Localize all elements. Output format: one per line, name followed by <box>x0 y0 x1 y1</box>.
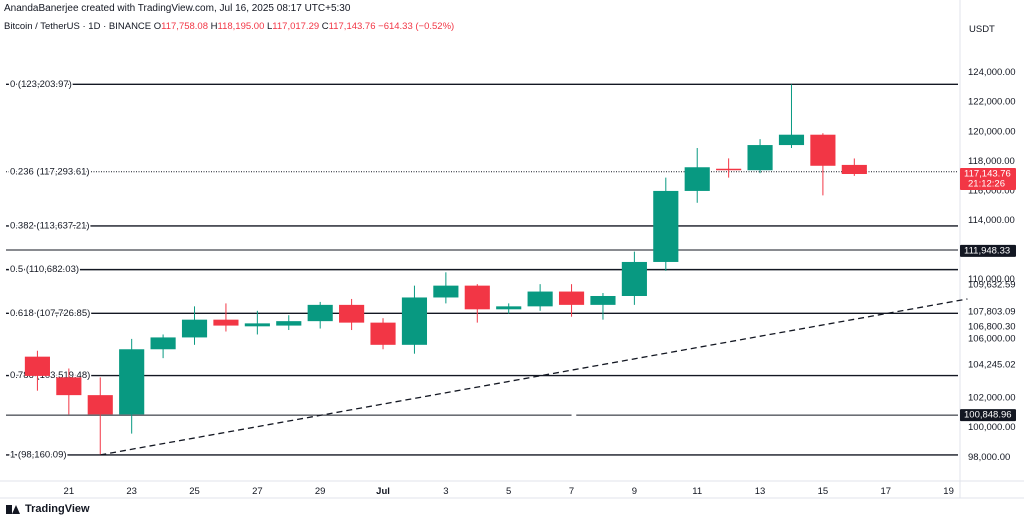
price-tick-label: 104,245.02 <box>968 359 1016 370</box>
price-tag <box>960 168 1016 191</box>
candle-down[interactable] <box>339 304 365 323</box>
candle-up[interactable] <box>590 295 616 305</box>
symbol-name: Bitcoin / TetherUS · 1D · BINANCE <box>4 21 152 32</box>
time-tick-label: 21 <box>64 486 75 497</box>
candle-down[interactable] <box>24 356 50 376</box>
time-tick-label: 17 <box>880 486 891 497</box>
price-tick-label: 118,000.00 <box>968 156 1015 167</box>
candle-up[interactable] <box>244 323 270 327</box>
trend-line <box>100 298 968 456</box>
candle-down[interactable] <box>370 322 396 345</box>
tradingview-brand: TradingView <box>6 503 90 515</box>
time-tick-label: 25 <box>189 486 200 497</box>
candle-down[interactable] <box>841 164 867 175</box>
price-tag <box>960 244 1016 257</box>
time-tick-label: 5 <box>506 486 511 497</box>
close-value: 117,143.76 <box>328 21 376 32</box>
time-tick-label: 11 <box>692 486 702 497</box>
time-tick-label: 23 <box>126 486 137 497</box>
time-tick-label: 27 <box>252 486 263 497</box>
low-label: L <box>267 21 273 32</box>
open-value: 117,758.08 <box>161 21 208 32</box>
low-value: 117,017.29 <box>272 21 320 32</box>
price-tick-label: 102,000.00 <box>968 393 1016 404</box>
fib-level-label: 0.618 (107,726.85) <box>10 308 90 319</box>
time-tick-label: 3 <box>443 486 448 497</box>
brand-label: TradingView <box>25 503 90 515</box>
tradingview-logo-icon <box>6 504 20 514</box>
candle-up[interactable] <box>747 145 773 171</box>
candle-up[interactable] <box>276 321 302 326</box>
price-tick-label: 107,803.09 <box>968 307 1016 318</box>
candle-up[interactable] <box>684 167 710 191</box>
candle-down[interactable] <box>464 285 490 310</box>
close-label: C <box>321 21 329 32</box>
change-value: −614.33 (−0.52%) <box>378 21 455 32</box>
price-tick-label: 106,800.30 <box>968 322 1016 333</box>
candle-up[interactable] <box>181 319 208 338</box>
price-tag-label: 111,948.33 <box>964 245 1010 256</box>
price-tick-label: 124,000.00 <box>968 67 1016 78</box>
candle-up[interactable] <box>433 285 459 298</box>
price-tick-label: 106,000.00 <box>968 333 1016 344</box>
symbol-ohlc-legend: Bitcoin / TetherUS · 1D · BINANCE O117,7… <box>4 21 454 32</box>
fib-level-label: 0.382 (113,637.21) <box>10 220 90 231</box>
high-label: H <box>210 21 218 32</box>
candle-up[interactable] <box>653 190 679 262</box>
candle-up[interactable] <box>119 349 145 415</box>
price-tag-label: 100,848.96 <box>964 410 1012 421</box>
time-tick-label: 13 <box>755 486 766 497</box>
open-label: O <box>153 21 162 32</box>
fib-level-label: 0.236 (117,293.61) <box>10 166 90 177</box>
fib-level-label: 1 (98,160.09) <box>10 449 67 460</box>
countdown-label: 21:12:26 <box>968 179 1005 190</box>
candle-down[interactable] <box>558 291 585 305</box>
candle-down[interactable] <box>56 377 82 396</box>
fib-level-label: 0.5 (110,682.03) <box>10 264 79 275</box>
time-tick-label: 19 <box>943 486 954 497</box>
price-tick-label: 100,000.00 <box>968 422 1016 433</box>
candle-down[interactable] <box>716 168 742 171</box>
candle-up[interactable] <box>621 261 647 296</box>
candle-up[interactable] <box>527 291 553 307</box>
chart-credit: AnandaBanerjee created with TradingView.… <box>4 3 351 14</box>
price-tick-label: 116,000.00 <box>968 185 1015 196</box>
time-tick-label: Jul <box>376 486 390 497</box>
price-tag <box>960 409 1016 422</box>
price-tick-label: 122,000.00 <box>968 97 1016 108</box>
candle-up[interactable] <box>307 304 333 322</box>
price-tick-label: 114,000.00 <box>968 215 1015 226</box>
price-tag-label: 117,143.76 <box>964 169 1011 180</box>
price-tick-label: 120,000.00 <box>968 126 1016 137</box>
fib-level-label: 0 (123,203.97) <box>10 79 72 90</box>
time-tick-label: 15 <box>818 486 829 497</box>
time-tick-label: 29 <box>315 486 326 497</box>
candle-down[interactable] <box>810 134 836 166</box>
price-tick-label: 98,000.00 <box>968 452 1010 463</box>
candle-up[interactable] <box>496 306 522 310</box>
price-tick-label: 109,632.59 <box>968 280 1016 291</box>
candle-down[interactable] <box>87 395 113 415</box>
candle-up[interactable] <box>150 337 176 350</box>
candle-down[interactable] <box>213 319 239 326</box>
time-tick-label: 9 <box>632 486 637 497</box>
time-tick-label: 7 <box>569 486 574 497</box>
high-value: 118,195.00 <box>217 21 265 32</box>
candle-up[interactable] <box>778 134 805 146</box>
candle-up[interactable] <box>401 297 428 345</box>
price-axis-unit: USDT <box>969 24 995 35</box>
price-tick-label: 110,000.00 <box>968 274 1015 285</box>
